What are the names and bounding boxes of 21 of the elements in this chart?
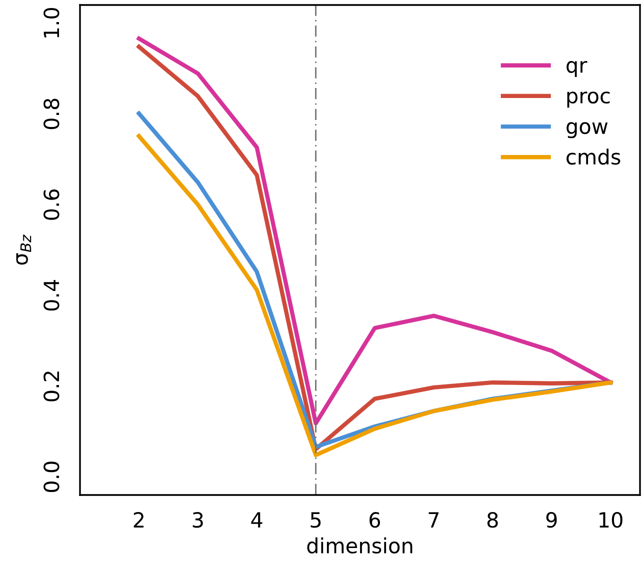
x-tick-label: 3 (192, 512, 203, 528)
x-tick-label: 10 (600, 512, 622, 528)
x-tick-label: 7 (428, 512, 439, 528)
x-tick-label: 9 (546, 512, 557, 528)
y-tick-label: 0.8 (44, 98, 60, 130)
legend-label: qr (566, 61, 588, 78)
y-tick-label: 0.4 (44, 280, 60, 311)
x-tick-label: 5 (310, 512, 321, 528)
x-tick-label: 6 (370, 512, 380, 528)
y-tick-label: 1.0 (44, 8, 60, 38)
y-tick-label: 0.6 (44, 189, 60, 220)
x-tick-label: 8 (487, 512, 498, 528)
x-tick-label: 2 (134, 512, 144, 528)
y-tick-label: 0.2 (44, 372, 60, 402)
x-axis-title: dimension (307, 537, 412, 554)
y-tick-label: 0.0 (44, 462, 60, 492)
legend-label: cmds (566, 148, 620, 165)
x-tick-label: 4 (251, 512, 262, 528)
legend-label: gow (566, 122, 608, 138)
y-axis-title: σ$_{Bz}$ (16, 234, 32, 265)
legend-label: proc (567, 92, 610, 108)
